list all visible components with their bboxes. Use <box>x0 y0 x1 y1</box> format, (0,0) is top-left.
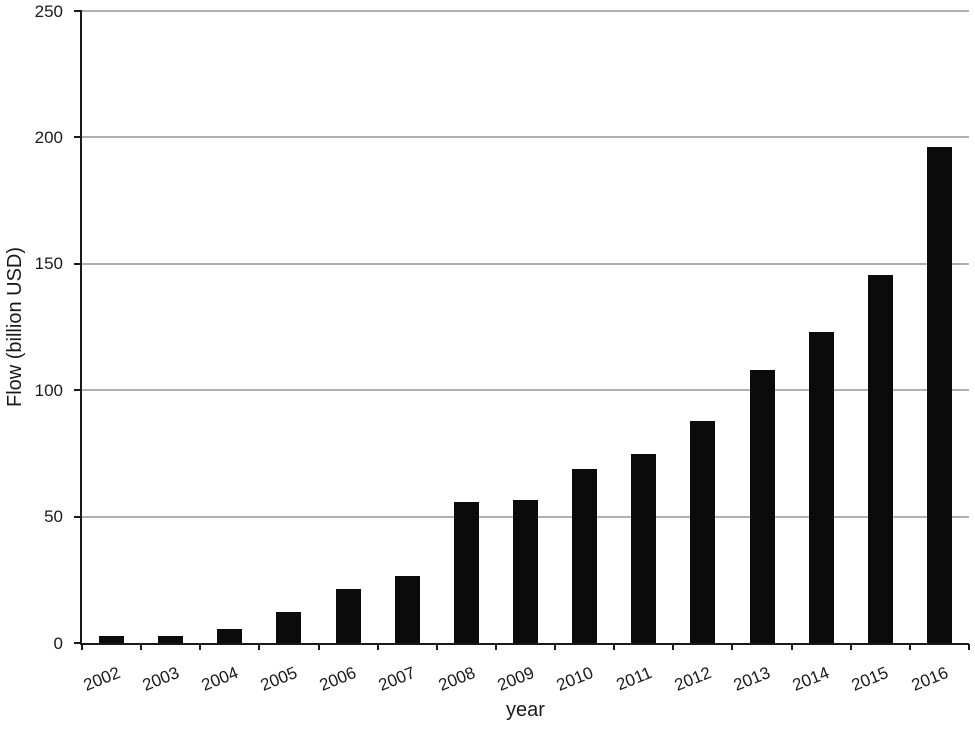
x-tick-3 <box>258 644 261 650</box>
x-axis-title: year <box>506 699 545 721</box>
y-tick-label-100: 100 <box>34 380 63 400</box>
y-tick-label-150: 150 <box>34 254 63 274</box>
x-tick-12 <box>790 644 793 650</box>
x-tick-0 <box>81 644 83 650</box>
x-tick-2 <box>199 644 202 650</box>
x-tick-1 <box>140 644 143 650</box>
x-tick-15 <box>968 644 970 650</box>
gridline-250 <box>82 10 969 12</box>
x-tick-8 <box>554 644 557 650</box>
y-tick-50 <box>74 515 82 518</box>
y-axis-title: Flow (billion USD) <box>4 246 26 408</box>
x-tick-14 <box>908 644 911 650</box>
bar-2006 <box>335 589 361 643</box>
y-tick-label-250: 250 <box>34 1 63 21</box>
bar-2015 <box>867 275 893 643</box>
bar-2004 <box>217 629 243 643</box>
gridline-100 <box>82 389 969 392</box>
bar-2002 <box>99 636 125 643</box>
x-tick-9 <box>613 644 616 650</box>
x-tick-label-2003: 2003 <box>139 663 182 695</box>
x-tick-label-2006: 2006 <box>317 663 360 695</box>
x-tick-label-2008: 2008 <box>435 663 478 695</box>
bar-2013 <box>749 370 775 643</box>
x-tick-label-2011: 2011 <box>613 663 655 695</box>
x-tick-label-2004: 2004 <box>198 663 241 695</box>
y-tick-250 <box>74 10 82 12</box>
x-tick-10 <box>672 644 675 650</box>
bar-2011 <box>631 454 657 643</box>
bar-2008 <box>453 502 479 643</box>
x-tick-4 <box>317 644 320 650</box>
y-tick-label-50: 50 <box>44 507 63 527</box>
y-tick-200 <box>74 136 82 139</box>
x-tick-label-2014: 2014 <box>790 663 833 695</box>
y-tick-0 <box>74 642 82 644</box>
bar-2012 <box>690 421 716 643</box>
y-tick-150 <box>74 262 82 265</box>
bar-2009 <box>513 500 538 643</box>
x-tick-label-2016: 2016 <box>908 663 951 695</box>
x-tick-7 <box>494 644 497 650</box>
x-tick-label-2010: 2010 <box>553 663 596 695</box>
bar-2007 <box>394 576 420 643</box>
bar-2003 <box>158 636 184 643</box>
x-tick-13 <box>849 644 852 650</box>
x-tick-label-2009: 2009 <box>494 663 537 695</box>
x-tick-11 <box>731 644 734 650</box>
bar-2005 <box>276 612 302 643</box>
x-tick-label-2015: 2015 <box>849 663 892 695</box>
x-tick-6 <box>435 644 438 650</box>
x-tick-label-2005: 2005 <box>257 663 301 695</box>
x-tick-label-2012: 2012 <box>671 663 715 695</box>
y-axis-line <box>80 11 82 644</box>
y-tick-label-200: 200 <box>34 127 63 147</box>
gridline-200 <box>82 136 969 139</box>
x-tick-label-2013: 2013 <box>730 663 774 695</box>
x-tick-5 <box>376 644 379 650</box>
x-tick-label-2002: 2002 <box>80 663 123 695</box>
gridline-150 <box>82 262 969 265</box>
x-axis-line <box>80 643 969 645</box>
bar-2014 <box>808 332 834 643</box>
bar-2016 <box>926 147 952 643</box>
bar-2010 <box>572 469 598 643</box>
y-tick-100 <box>74 389 82 392</box>
y-tick-label-0: 0 <box>53 633 63 653</box>
plot-area <box>82 10 969 643</box>
x-tick-label-2007: 2007 <box>376 663 419 695</box>
